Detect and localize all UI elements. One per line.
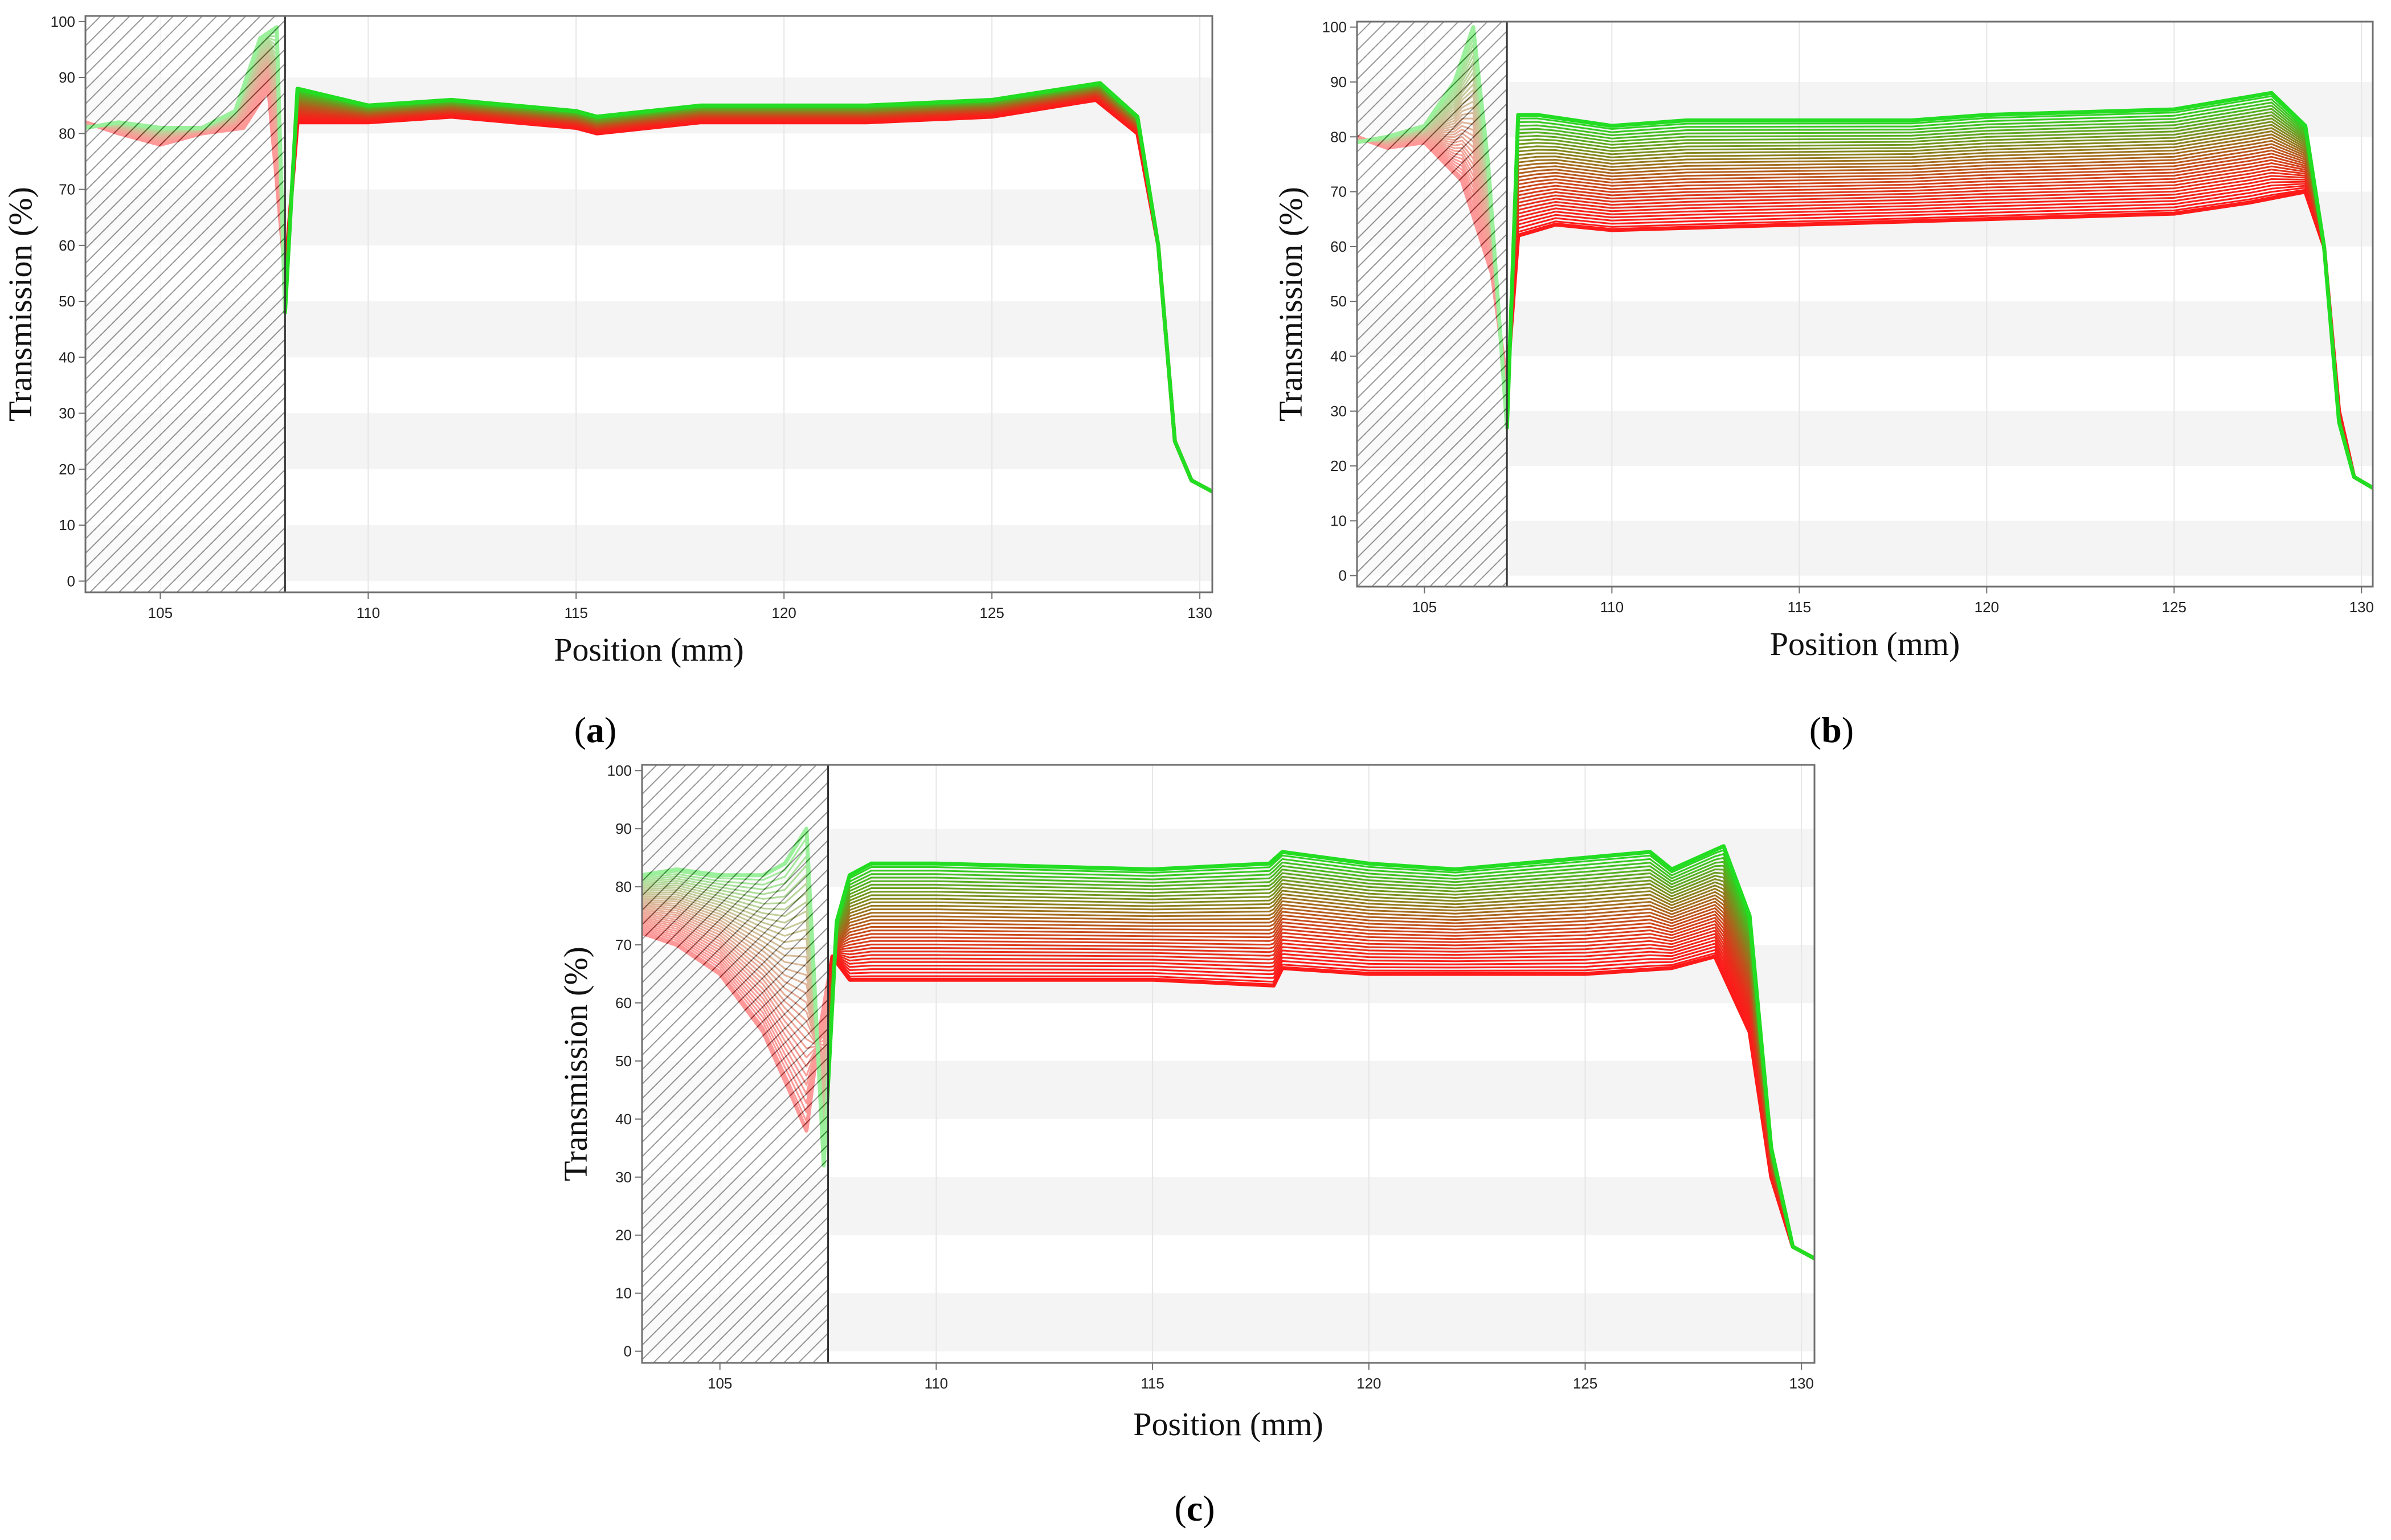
y-tick-label: 20 <box>615 1227 632 1244</box>
grid-band <box>1357 81 2373 137</box>
y-tick-label: 90 <box>1330 73 1347 91</box>
x-tick-label: 125 <box>1573 1375 1597 1392</box>
x-tick-label: 110 <box>357 604 380 621</box>
x-axis-label: Position (mm) <box>554 631 744 668</box>
x-tick-label: 105 <box>148 604 173 621</box>
y-tick-label: 100 <box>607 762 632 779</box>
grid-band <box>1357 411 2373 466</box>
x-tick-label: 105 <box>708 1375 732 1392</box>
y-tick-label: 10 <box>59 517 75 534</box>
chart-panel-c: 0 10 20 30 40 50 60 70 80 90 100 105 110 115 120 125 130… <box>557 762 1816 1443</box>
grid-band <box>1357 521 2373 576</box>
y-tick-label: 30 <box>59 405 75 422</box>
y-tick-label: 30 <box>1330 403 1347 420</box>
panel-label-a: (a) <box>574 710 617 750</box>
chart-panel-a: 0 10 20 30 40 50 60 70 80 90 100 105 110 115 120 125 130… <box>2 13 1213 668</box>
x-tick-label: 130 <box>1187 604 1212 621</box>
x-tick-label: 120 <box>1356 1375 1381 1392</box>
y-tick-label: 80 <box>1330 128 1347 145</box>
y-tick-label: 100 <box>1322 19 1347 36</box>
y-tick-label: 0 <box>67 572 75 589</box>
y-tick-label: 0 <box>624 1343 632 1360</box>
x-tick-label: 130 <box>1789 1375 1814 1392</box>
grid-band <box>642 1293 1814 1351</box>
y-axis-label: Transmission (%) <box>2 187 39 421</box>
grid-band <box>642 1060 1814 1119</box>
y-tick-label: 40 <box>1330 347 1347 364</box>
x-tick-label: 110 <box>925 1375 948 1392</box>
plot-frame <box>84 15 1213 593</box>
x-tick-label: 120 <box>1975 599 1999 616</box>
y-tick-label: 10 <box>1330 512 1347 529</box>
hatched-region <box>85 16 285 592</box>
y-tick-label: 0 <box>1339 567 1347 584</box>
y-tick-label: 60 <box>615 994 632 1011</box>
y-tick-label: 80 <box>615 878 632 895</box>
y-axis-label: Transmission (%) <box>557 947 594 1181</box>
y-tick-label: 70 <box>59 181 75 198</box>
y-tick-label: 30 <box>615 1169 632 1186</box>
plot-frame <box>1356 21 2374 588</box>
y-tick-label: 80 <box>59 125 75 142</box>
panel-label-b: (b) <box>1809 710 1854 750</box>
y-tick-label: 50 <box>1330 293 1347 310</box>
x-tick-label: 115 <box>1141 1375 1164 1392</box>
scan-curves <box>84 25 1213 494</box>
y-tick-label: 50 <box>615 1052 632 1070</box>
y-tick-label: 70 <box>615 936 632 953</box>
grid-band <box>1357 301 2373 357</box>
y-tick-label: 10 <box>615 1285 632 1302</box>
plot-frame <box>641 764 1816 1364</box>
hatched-region <box>642 765 828 1363</box>
y-tick-label: 60 <box>1330 238 1347 255</box>
x-axis-label: Position (mm) <box>1770 625 1960 662</box>
y-tick-label: 20 <box>1330 457 1347 474</box>
y-tick-label: 100 <box>51 13 75 30</box>
x-axis-label: Position (mm) <box>1133 1406 1323 1443</box>
hatched-region <box>1357 22 1507 587</box>
y-tick-label: 70 <box>1330 183 1347 200</box>
x-tick-label: 115 <box>1788 599 1811 616</box>
y-tick-label: 60 <box>59 237 75 254</box>
y-tick-label: 90 <box>59 69 75 86</box>
y-tick-label: 90 <box>615 820 632 837</box>
y-tick-label: 40 <box>615 1111 632 1128</box>
panel-label-c: (c) <box>1174 1488 1215 1529</box>
x-tick-label: 125 <box>979 604 1004 621</box>
y-tick-label: 20 <box>59 461 75 478</box>
x-tick-label: 115 <box>565 604 588 621</box>
x-tick-label: 130 <box>2349 599 2374 616</box>
x-tick-label: 125 <box>2162 599 2186 616</box>
grid-band <box>642 1177 1814 1235</box>
x-tick-label: 110 <box>1600 599 1624 616</box>
y-tick-label: 50 <box>59 293 75 310</box>
x-tick-label: 105 <box>1412 599 1437 616</box>
x-tick-label: 120 <box>772 604 796 621</box>
chart-panel-b: 0 10 20 30 40 50 60 70 80 90 100 105 110 115 120 125 130… <box>1272 19 2374 662</box>
y-axis-label: Transmission (%) <box>1272 187 1309 421</box>
y-tick-label: 40 <box>59 349 75 366</box>
